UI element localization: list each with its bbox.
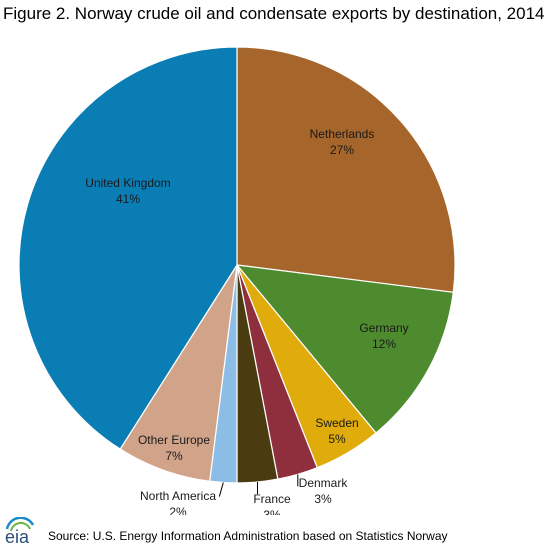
eia-logo: eia bbox=[5, 517, 35, 545]
slice-label-name: North America bbox=[140, 489, 216, 503]
chart-title: Figure 2. Norway crude oil and condensat… bbox=[3, 4, 545, 23]
slice-label-value: 41% bbox=[116, 192, 140, 206]
slice-label-name: Other Europe bbox=[138, 433, 210, 447]
pie-slice-germany bbox=[235, 264, 454, 434]
slice-label-name: Denmark bbox=[299, 476, 349, 490]
slice-label-name: United Kingdom bbox=[85, 176, 170, 190]
pie-slice-netherlands bbox=[236, 46, 456, 293]
slice-label-name: Sweden bbox=[315, 416, 358, 430]
pie-labels: Netherlands 27% Germany 12% Sweden 5% Denmark 3… bbox=[85, 127, 408, 515]
slice-label-value: 12% bbox=[372, 337, 396, 351]
slice-label-value: 2% bbox=[169, 505, 187, 515]
leader-line-north-america bbox=[218, 482, 224, 497]
slice-label-value: 3% bbox=[314, 492, 332, 506]
source-note: Source: U.S. Energy Information Administ… bbox=[48, 529, 448, 543]
slice-label-name: France bbox=[253, 492, 291, 506]
footer: eia Source: U.S. Energy Information Admi… bbox=[0, 515, 557, 545]
slice-label-value: 27% bbox=[330, 143, 354, 157]
slice-label-value: 7% bbox=[165, 449, 183, 463]
pie-slices bbox=[18, 46, 456, 484]
slice-label-name: Netherlands bbox=[310, 127, 375, 141]
slice-label-value: 3% bbox=[263, 508, 281, 515]
pie-slice-united-kingdom bbox=[18, 46, 238, 450]
slice-label-name: Germany bbox=[359, 321, 408, 335]
pie-chart: Netherlands 27% Germany 12% Sweden 5% Denmark 3… bbox=[18, 46, 456, 515]
slice-label-value: 5% bbox=[328, 432, 346, 446]
eia-logo-text: eia bbox=[5, 527, 30, 545]
